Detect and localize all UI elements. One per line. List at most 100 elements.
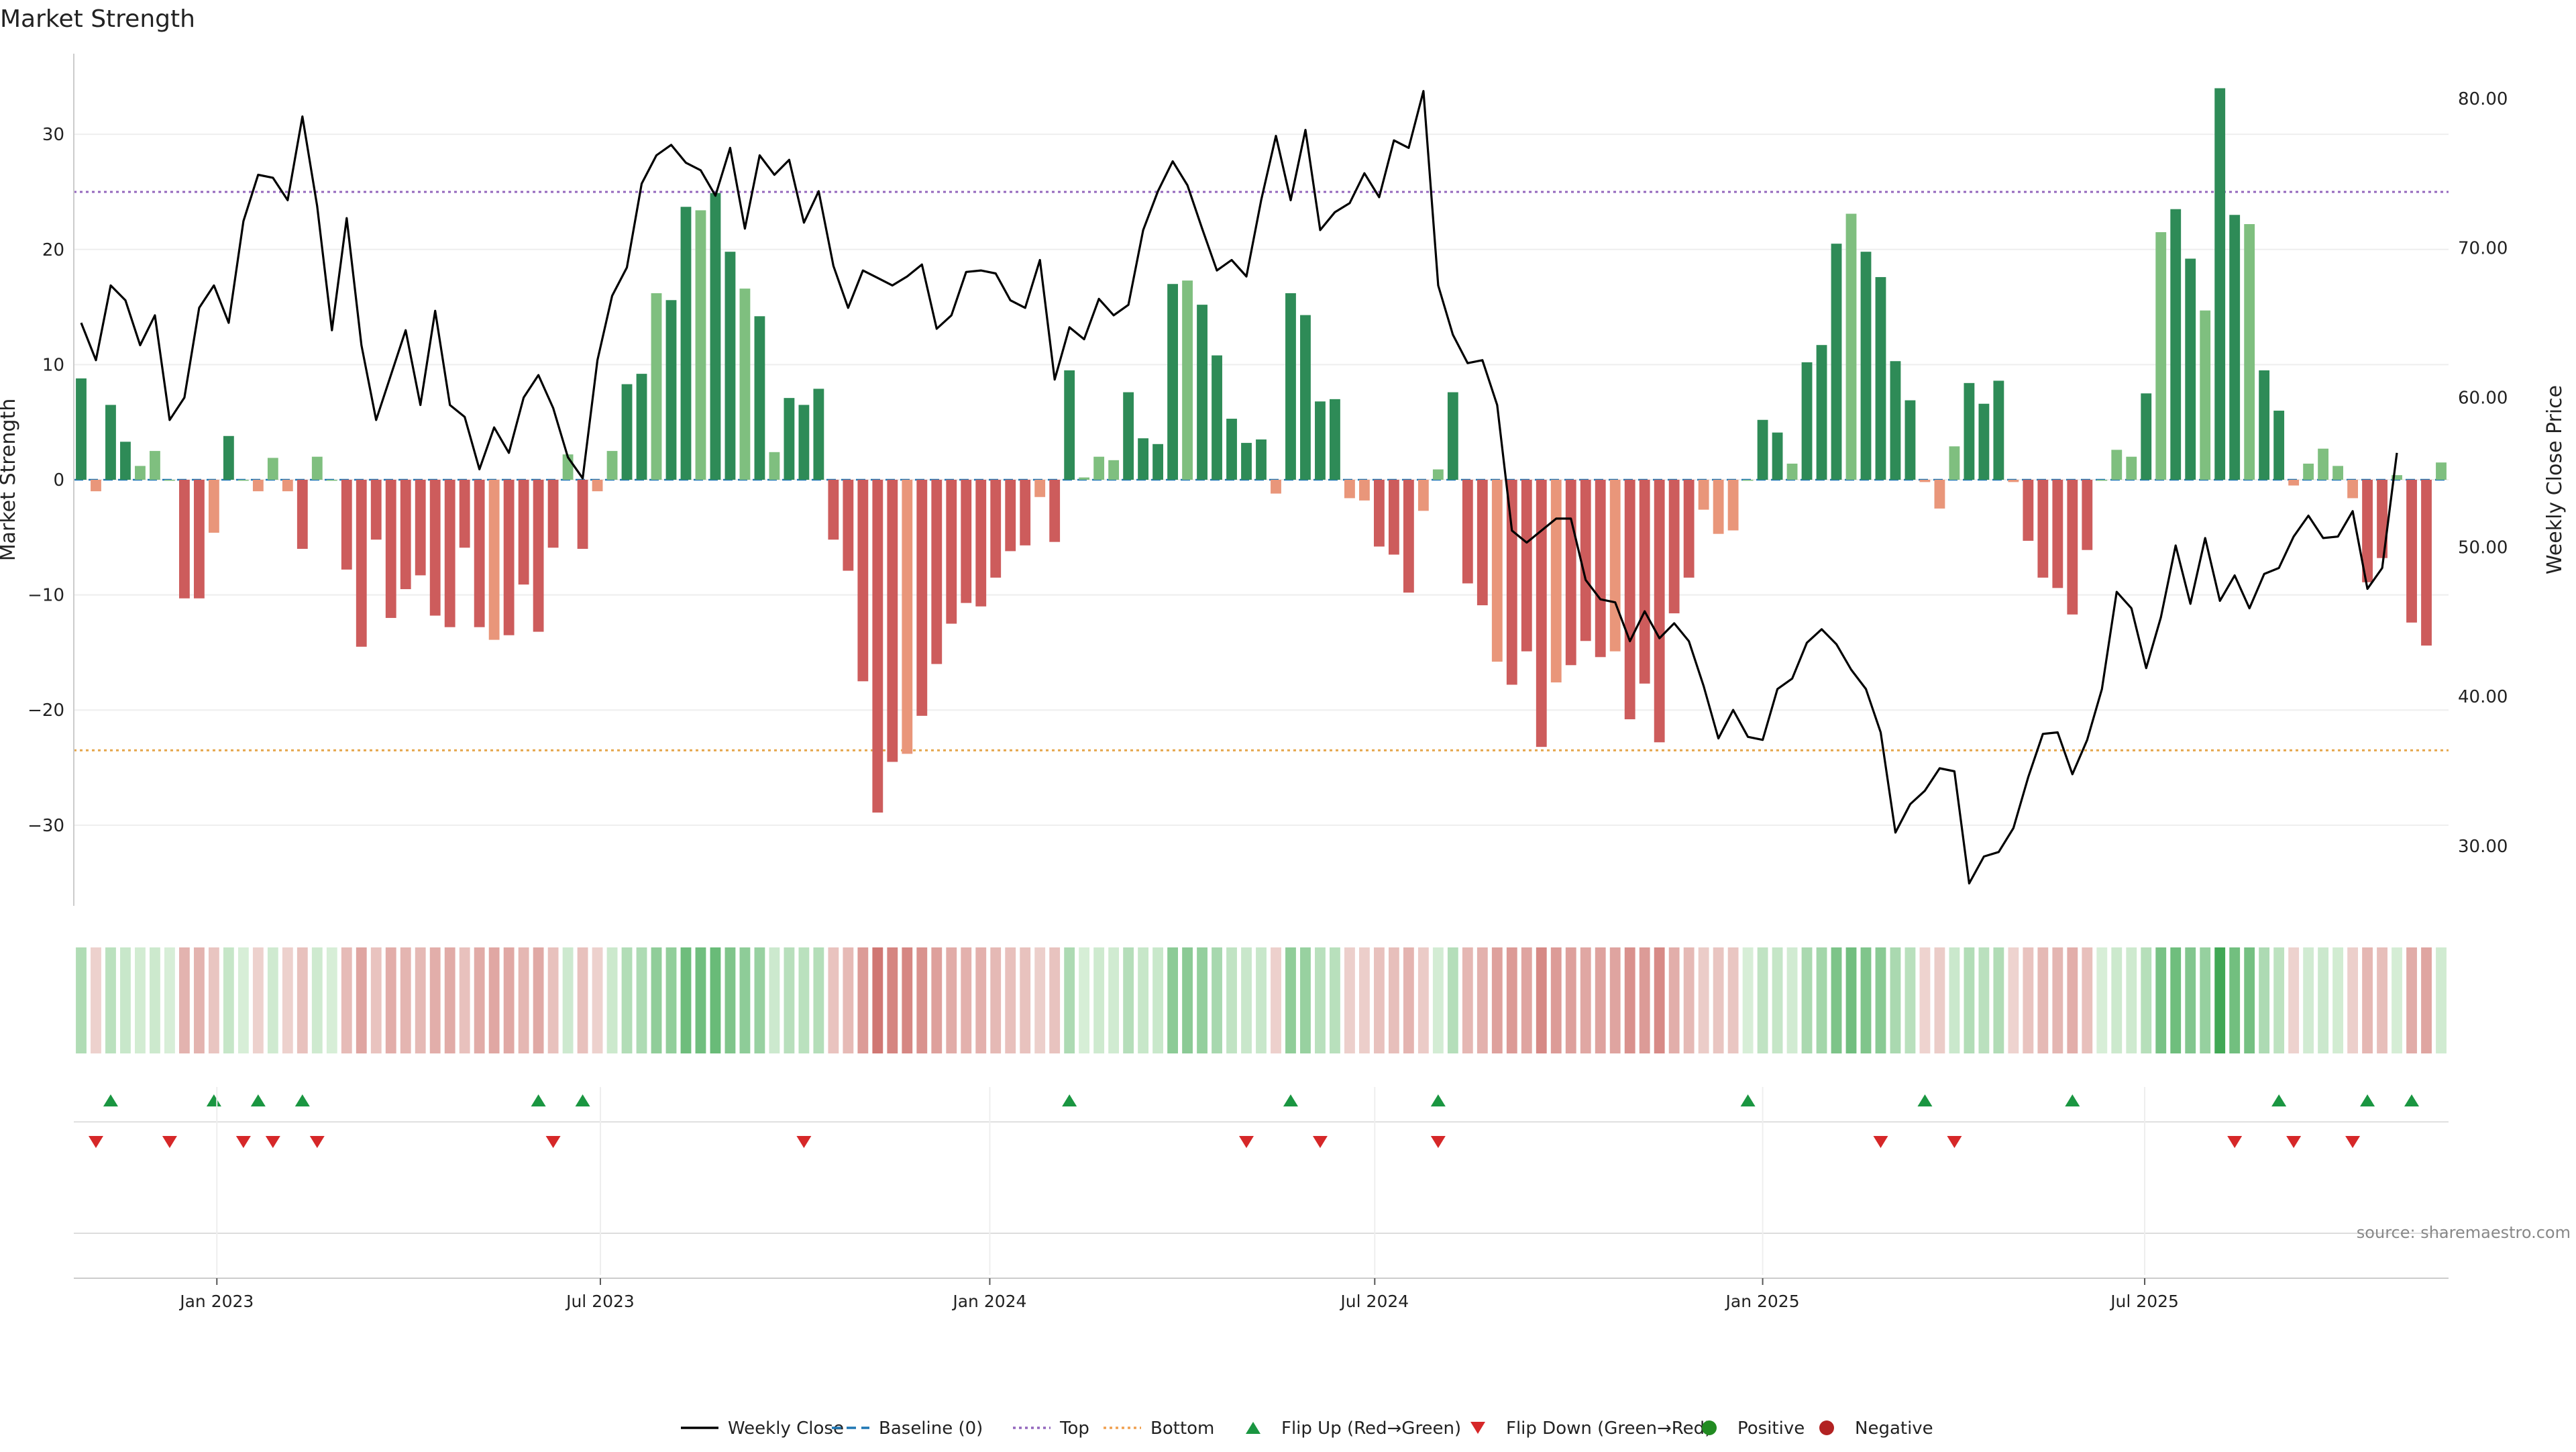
strength-bar bbox=[193, 480, 205, 599]
strength-bar bbox=[2082, 480, 2093, 550]
strength-bar bbox=[1890, 361, 1901, 480]
legend-triangle-down-icon bbox=[1470, 1422, 1485, 1434]
strength-bar bbox=[1845, 213, 1857, 480]
strength-bar bbox=[990, 480, 1002, 578]
heat-cell bbox=[813, 947, 824, 1053]
heat-cell bbox=[2259, 947, 2270, 1053]
flip-down-marker bbox=[1430, 1136, 1446, 1148]
flip-down-marker bbox=[309, 1136, 325, 1148]
strength-bar bbox=[975, 480, 987, 607]
heat-cell bbox=[2377, 947, 2387, 1053]
strength-bar bbox=[1271, 480, 1281, 494]
strength-bar bbox=[1330, 399, 1340, 480]
strength-bar bbox=[1713, 480, 1724, 534]
strength-bar bbox=[1654, 480, 1665, 743]
heat-cell bbox=[1786, 947, 1798, 1053]
strength-bar bbox=[2332, 466, 2344, 480]
x-tick-label: Jan 2023 bbox=[178, 1292, 254, 1311]
heat-cell bbox=[1079, 947, 1090, 1053]
strength-bar bbox=[931, 480, 943, 664]
heat-cell bbox=[1285, 947, 1296, 1053]
heat-cell bbox=[2185, 947, 2196, 1053]
heat-cell bbox=[2347, 947, 2358, 1053]
flip-up-marker bbox=[2360, 1094, 2375, 1106]
strength-bar bbox=[1521, 480, 1532, 652]
heat-cell bbox=[1742, 947, 1754, 1053]
heat-cell bbox=[1639, 947, 1650, 1053]
strength-bar bbox=[1757, 419, 1768, 480]
flip-up-marker bbox=[250, 1094, 266, 1106]
heat-cell bbox=[2067, 947, 2078, 1053]
strength-bar bbox=[135, 466, 146, 480]
flip-up-marker bbox=[1740, 1094, 1756, 1106]
strength-bar bbox=[1831, 244, 1842, 480]
legend-label: Negative bbox=[1855, 1418, 1933, 1439]
heat-cell bbox=[135, 947, 146, 1053]
strength-bar bbox=[1167, 284, 1178, 480]
strength-bar bbox=[2052, 480, 2063, 588]
strength-bar bbox=[1964, 382, 1975, 480]
strength-bar bbox=[120, 442, 131, 480]
strength-bar bbox=[474, 480, 485, 627]
strength-bar bbox=[2023, 480, 2034, 541]
heat-cell bbox=[193, 947, 205, 1053]
strength-bar bbox=[1860, 252, 1872, 480]
heat-cell bbox=[1300, 947, 1311, 1053]
strength-bar bbox=[1668, 480, 1680, 614]
flip-down-marker bbox=[2227, 1136, 2243, 1148]
bottom-axis: Jan 2023 Jul 2023 Jan 2024 Jul 2024 Jan 2025… bbox=[74, 1087, 2449, 1311]
strength-bar bbox=[1506, 480, 1517, 685]
legend: Weekly Close Baseline (0) Top Bottom Flip Up… bbox=[681, 1418, 1933, 1439]
heat-cell bbox=[2273, 947, 2285, 1053]
strength-bar bbox=[178, 480, 190, 599]
strength-bar bbox=[105, 405, 116, 480]
x-tick-label: Jan 2024 bbox=[951, 1292, 1026, 1311]
strength-bar bbox=[1550, 480, 1562, 683]
heat-cell bbox=[2096, 947, 2108, 1053]
flip-down-marker bbox=[2345, 1136, 2361, 1148]
x-tick-label: Jul 2024 bbox=[1339, 1292, 1409, 1311]
legend-circle-icon bbox=[1819, 1420, 1834, 1435]
strength-bar bbox=[1005, 480, 1016, 552]
heat-cell bbox=[1506, 947, 1517, 1053]
chart-title: Market Strength bbox=[0, 5, 195, 33]
strength-bar bbox=[1609, 480, 1621, 652]
heat-cell bbox=[1271, 947, 1281, 1053]
heat-cell bbox=[252, 947, 264, 1053]
legend-label: Bottom bbox=[1150, 1418, 1214, 1439]
strength-bar bbox=[267, 458, 278, 480]
heat-cell bbox=[2214, 947, 2226, 1053]
heat-cell bbox=[606, 947, 618, 1053]
heat-cell bbox=[91, 947, 101, 1053]
strength-bar bbox=[237, 480, 249, 481]
heat-cell bbox=[1005, 947, 1016, 1053]
x-tick-label: Jul 2025 bbox=[2109, 1292, 2179, 1311]
strength-bar bbox=[724, 252, 736, 480]
strength-bar bbox=[1683, 480, 1695, 578]
heat-cell bbox=[577, 947, 588, 1053]
strength-bar bbox=[547, 480, 559, 548]
strength-bar bbox=[1079, 477, 1090, 480]
strength-bar bbox=[311, 456, 323, 480]
heat-cell bbox=[621, 947, 633, 1053]
legend-triangle-up-icon bbox=[1246, 1422, 1260, 1434]
strength-bar bbox=[2406, 480, 2417, 623]
heat-cell bbox=[828, 947, 839, 1053]
strength-bar bbox=[606, 451, 618, 480]
heat-cell bbox=[1550, 947, 1562, 1053]
heat-cell bbox=[872, 947, 883, 1053]
strength-bar bbox=[1786, 463, 1798, 480]
heat-cell bbox=[1447, 947, 1458, 1053]
left-tick-label: 10 bbox=[42, 355, 64, 375]
strength-bar bbox=[754, 316, 765, 480]
strength-bar bbox=[902, 480, 913, 754]
heat-cell bbox=[1654, 947, 1665, 1053]
heat-cell bbox=[2037, 947, 2049, 1053]
strength-bar bbox=[1358, 480, 1370, 501]
strength-bar bbox=[297, 480, 308, 549]
heat-cell bbox=[2082, 947, 2093, 1053]
heat-cell bbox=[1462, 947, 1473, 1053]
heat-cell bbox=[1993, 947, 2004, 1053]
strength-bar bbox=[2303, 463, 2314, 480]
